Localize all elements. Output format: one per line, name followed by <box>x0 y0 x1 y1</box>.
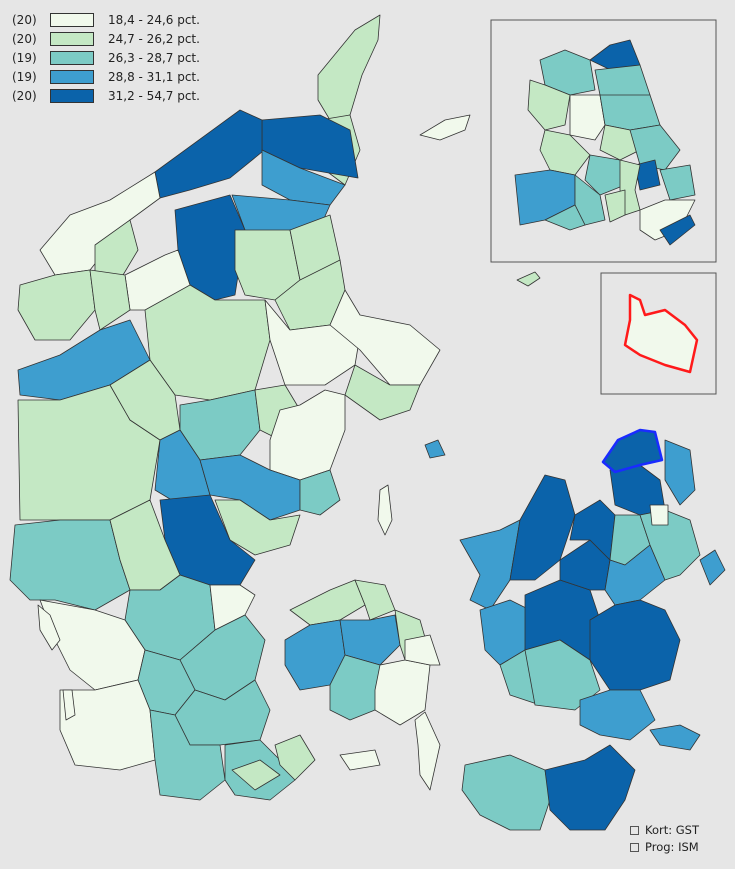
legend-swatch <box>50 50 94 65</box>
region-skagen <box>317 14 381 121</box>
region-stevns <box>589 599 681 691</box>
inset-region-16 <box>604 189 626 223</box>
legend-row: (20) 31,2 - 54,7 pct. <box>12 86 200 105</box>
inset-region-5 <box>527 79 571 131</box>
legend-label: 26,3 - 28,7 pct. <box>108 50 200 65</box>
legend-row: (19) 28,8 - 31,1 pct. <box>12 67 200 86</box>
region-odsherred <box>459 519 521 611</box>
island-mon <box>649 724 701 751</box>
legend-count: (20) <box>12 12 37 27</box>
island-fano <box>37 604 61 651</box>
inset-region-10 <box>584 154 626 196</box>
inset-region-7 <box>599 124 641 161</box>
island-samso <box>377 484 393 536</box>
region-ringkobing <box>17 384 161 521</box>
legend-label: 31,2 - 54,7 pct. <box>108 88 200 103</box>
legend-row: (20) 18,4 - 24,6 pct. <box>12 10 200 29</box>
credit-kort: Kort: GST <box>630 822 699 839</box>
region-copenhagen-north <box>664 439 696 506</box>
legend-swatch <box>50 31 94 46</box>
region-vordingborg <box>579 689 656 741</box>
credit-kort-text: Kort: GST <box>645 823 700 837</box>
region-bogense <box>354 579 396 621</box>
inset-region-4 <box>569 94 606 141</box>
legend-row: (20) 24,7 - 26,2 pct. <box>12 29 200 48</box>
legend-row: (19) 26,3 - 28,7 pct. <box>12 48 200 67</box>
inset-copenhagen-frame <box>490 19 717 263</box>
region-lemvig <box>17 269 96 341</box>
region-fredericia <box>209 584 256 631</box>
region-thisted <box>154 109 263 199</box>
island-falster <box>544 744 636 831</box>
region-aarhus <box>269 389 346 481</box>
inset-region-11 <box>634 159 661 191</box>
region-naestved <box>524 639 601 711</box>
inset-region-19 <box>544 204 586 231</box>
checkbox-icon <box>630 826 639 835</box>
island-laeso <box>419 114 471 141</box>
inset-region-8 <box>629 124 681 171</box>
region-dragor <box>699 549 726 586</box>
region-middelfart <box>289 579 366 626</box>
region-highlighted-gribskov <box>601 428 664 474</box>
region-varde <box>9 519 131 611</box>
legend-swatch <box>50 69 94 84</box>
legend-label: 18,4 - 24,6 pct. <box>108 12 200 27</box>
region-holbaek <box>509 474 576 581</box>
credits: Kort: GST Prog: ISM <box>630 822 699 856</box>
island-anholt <box>516 271 541 287</box>
island-romo <box>62 689 76 721</box>
legend-swatch <box>50 12 94 27</box>
region-norddjurs <box>329 289 441 386</box>
island-aero <box>339 749 381 771</box>
region-odder <box>299 469 341 516</box>
legend-count: (19) <box>12 50 37 65</box>
inset-region-15 <box>574 174 606 226</box>
legend-count: (20) <box>12 31 37 46</box>
legend-swatch <box>50 88 94 103</box>
island-als <box>274 734 316 781</box>
legend-label: 24,7 - 26,2 pct. <box>108 31 200 46</box>
inset-bornholm-frame <box>600 272 717 395</box>
region-tonder <box>59 679 156 771</box>
inset-region-13 <box>659 164 696 201</box>
region-horsens <box>214 499 301 556</box>
island-small-1 <box>231 759 281 791</box>
region-copenhagen-inner <box>639 509 701 581</box>
region-nyborg <box>404 634 441 666</box>
region-frederikssund <box>649 504 669 526</box>
island-small-2 <box>424 439 446 459</box>
legend-count: (20) <box>12 88 37 103</box>
region-svendborg <box>374 659 431 726</box>
inset-region-6 <box>599 94 661 131</box>
island-lolland <box>461 754 551 831</box>
credit-prog: Prog: ISM <box>630 839 699 856</box>
legend: (20) 18,4 - 24,6 pct. (20) 24,7 - 26,2 p… <box>12 10 200 105</box>
island-langeland <box>414 711 441 791</box>
legend-count: (19) <box>12 69 37 84</box>
region-struer <box>89 269 131 331</box>
legend-label: 28,8 - 31,1 pct. <box>108 69 200 84</box>
region-mors <box>94 219 139 281</box>
inset-bornholm-island <box>623 293 699 374</box>
credit-prog-text: Prog: ISM <box>645 840 699 854</box>
checkbox-icon <box>630 843 639 852</box>
inset-region-18 <box>659 214 696 246</box>
